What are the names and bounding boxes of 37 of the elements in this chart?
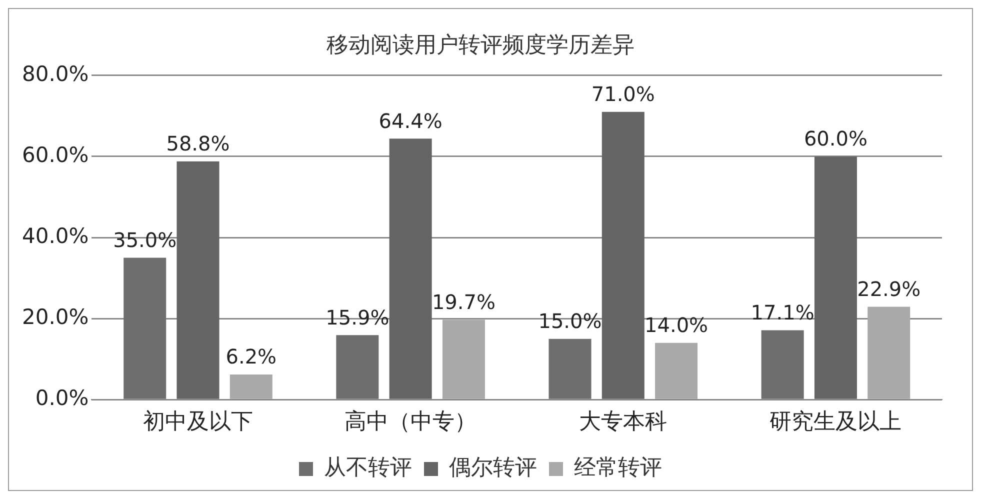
- y-tick-label: 80.0%: [22, 62, 89, 86]
- bar: [761, 330, 804, 399]
- bar: [868, 306, 910, 399]
- y-tick-label: 60.0%: [22, 142, 89, 167]
- data-label: 15.9%: [326, 305, 390, 330]
- data-label: 35.0%: [113, 228, 177, 252]
- y-tick-label: 40.0%: [22, 224, 89, 248]
- chart-title: 移动阅读用户转评频度学历差异: [326, 32, 634, 58]
- bar: [602, 112, 644, 399]
- legend-label: 从不转评: [324, 456, 412, 481]
- y-tick-label: 20.0%: [22, 305, 89, 330]
- data-label: 71.0%: [591, 82, 655, 106]
- data-label: 22.9%: [857, 277, 921, 301]
- bar: [230, 374, 272, 399]
- x-tick-label: 高中（中专）: [344, 410, 477, 435]
- bar: [814, 156, 857, 399]
- x-tick-label: 研究生及以上: [770, 410, 902, 435]
- data-label: 19.7%: [432, 290, 496, 314]
- bar: [336, 335, 379, 399]
- data-label: 64.4%: [378, 108, 442, 133]
- data-label: 14.0%: [644, 313, 708, 338]
- data-label: 60.0%: [804, 126, 868, 151]
- y-tick-label: 0.0%: [35, 386, 89, 410]
- x-tick-label: 初中及以下: [143, 410, 253, 435]
- data-label: 17.1%: [750, 300, 814, 325]
- bar: [124, 258, 166, 399]
- x-tick-label: 大专本科: [579, 410, 668, 435]
- bar: [442, 320, 485, 399]
- data-label: 15.0%: [538, 309, 602, 334]
- bar: [389, 138, 432, 399]
- bar: [548, 338, 592, 399]
- bar: [176, 161, 220, 399]
- data-label: 58.8%: [166, 132, 230, 156]
- legend-label: 偶尔转评: [449, 456, 537, 481]
- legend-label: 经常转评: [574, 456, 662, 481]
- bar: [655, 342, 698, 399]
- data-label: 6.2%: [226, 344, 277, 369]
